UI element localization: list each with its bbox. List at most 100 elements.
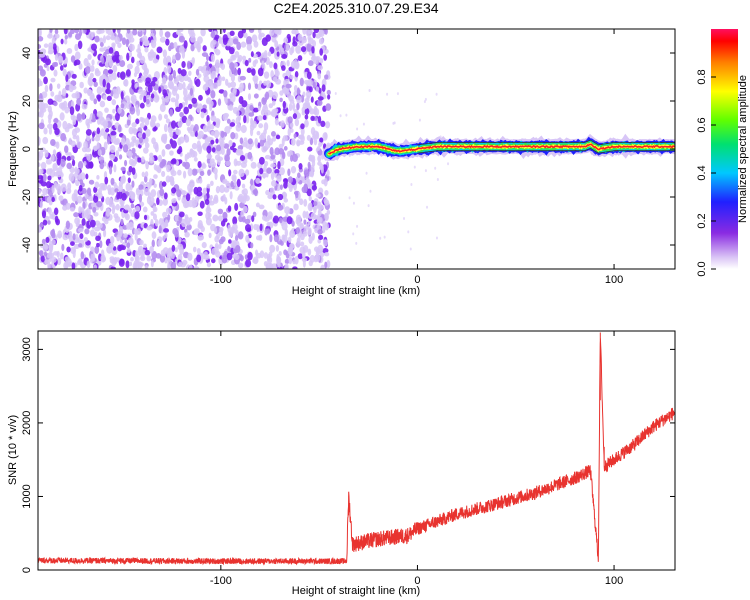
spectrogram-noise-speckle — [111, 99, 117, 106]
spectrogram-noise-speckle — [222, 34, 228, 43]
spectrogram-noise-speckle — [209, 123, 215, 130]
spectrogram-noise-speckle — [315, 253, 321, 262]
spectrogram-noise-speckle — [76, 113, 82, 122]
spectrogram-noise-speckle — [131, 79, 135, 85]
spectrogram-noise-speckle — [90, 43, 98, 51]
spectrogram-noise-speckle — [283, 146, 288, 151]
spectrogram-noise-speckle — [94, 69, 101, 77]
spectrogram-noise-speckle — [91, 136, 95, 142]
spectrogram-noise-speckle — [196, 254, 202, 263]
spectrogram-noise-speckle — [43, 127, 48, 135]
spectrogram-noise-speckle — [302, 231, 308, 237]
spectrogram-noise-speckle — [221, 76, 226, 82]
spectrogram-noise-speckle — [167, 80, 174, 89]
spectrogram-noise-speckle — [322, 132, 328, 141]
colorbar-tick-label: 0.4 — [696, 165, 708, 180]
spectrogram-noise-speckle — [120, 166, 126, 172]
spectrogram-noise-speckle — [68, 84, 74, 93]
colorbar-tick-label: 0.0 — [696, 261, 708, 276]
spectrogram-noise-speckle — [261, 145, 268, 153]
spectrogram-noise-speckle — [148, 178, 153, 186]
spectrogram-noise-speckle — [87, 54, 92, 60]
spectrogram-noise-speckle — [107, 69, 114, 74]
spectrogram-noise-speckle — [292, 266, 298, 269]
spectrogram-noise-speckle — [184, 216, 188, 222]
spectrogram-noise-speckle — [66, 246, 71, 253]
spectrogram-noise-speckle — [211, 258, 216, 264]
spectrogram-x-tick-label: 0 — [414, 274, 420, 286]
spectrogram-noise-speckle — [207, 169, 211, 176]
spectrogram-noise-speckle — [99, 100, 106, 108]
spectrogram-noise-speckle — [114, 188, 119, 193]
spectrogram-noise-speckle — [106, 82, 111, 91]
spectrogram-noise-speckle — [204, 199, 210, 205]
spectrogram-noise-speckle — [317, 73, 322, 80]
spectrogram-noise-speckle — [238, 168, 245, 178]
spectrogram-noise-speckle — [66, 47, 73, 55]
spectrogram-noise-speckle — [263, 252, 269, 259]
spectrogram-noise-speckle — [105, 35, 111, 41]
spectrogram-noise-speckle — [367, 204, 370, 208]
spectrogram-noise-speckle — [184, 134, 189, 143]
spectrogram-noise-speckle — [286, 59, 290, 67]
spectrogram-noise-speckle — [255, 177, 261, 184]
spectrogram-noise-speckle — [318, 142, 323, 148]
spectrogram-noise-speckle — [267, 211, 273, 219]
spectrogram-noise-speckle — [423, 100, 426, 104]
spectrogram-noise-speckle — [273, 29, 280, 35]
spectrogram-noise-speckle — [186, 152, 190, 160]
spectrogram-noise-speckle — [239, 202, 245, 209]
spectrogram-noise-speckle — [191, 57, 195, 64]
spectrogram-x-tick-label: -100 — [210, 274, 232, 286]
spectrogram-noise-speckle — [170, 120, 177, 129]
spectrogram-noise-speckle — [287, 128, 291, 137]
spectrogram-noise-speckle — [42, 219, 48, 226]
spectrogram-noise-speckle — [48, 127, 53, 135]
spectrogram-noise-speckle — [126, 63, 133, 70]
spectrogram-noise-speckle — [218, 36, 223, 44]
spectrogram-noise-speckle — [57, 230, 63, 239]
spectrogram-noise-speckle — [269, 147, 274, 156]
spectrogram-noise-speckle — [152, 58, 159, 64]
spectrogram-noise-speckle — [178, 45, 185, 54]
spectrogram-noise-speckle — [94, 135, 101, 142]
spectrogram-noise-speckle — [107, 75, 113, 83]
spectrogram-noise-speckle — [369, 189, 372, 193]
spectrogram-noise-speckle — [191, 203, 197, 209]
spectrogram-noise-speckle — [166, 65, 172, 74]
spectrogram-noise-speckle — [251, 68, 256, 76]
spectrogram-noise-speckle — [297, 55, 303, 62]
spectrogram-noise-speckle — [43, 251, 47, 257]
spectrogram-noise-speckle — [158, 86, 162, 94]
spectrogram-noise-speckle — [222, 211, 228, 219]
spectrogram-noise-speckle — [163, 192, 168, 200]
spectrogram-noise-speckle — [258, 204, 265, 210]
spectrogram-noise-speckle — [230, 73, 236, 82]
spectrogram-noise-speckle — [175, 30, 181, 36]
spectrogram-noise-speckle — [231, 142, 236, 148]
spectrogram-noise-speckle — [144, 46, 149, 53]
spectrogram-noise-speckle — [237, 30, 244, 39]
spectrogram-noise-speckle — [322, 239, 328, 247]
spectrogram-noise-speckle — [213, 226, 218, 234]
spectrogram-noise-speckle — [308, 195, 312, 202]
spectrogram-noise-speckle — [145, 160, 149, 170]
spectrogram-noise-speckle — [137, 77, 144, 84]
spectrogram-noise-speckle — [235, 110, 240, 117]
spectrogram-noise-speckle — [138, 184, 144, 191]
spectrogram-noise-speckle — [261, 60, 265, 69]
spectrogram-noise-speckle — [181, 190, 187, 195]
spectrogram-noise-speckle — [143, 175, 148, 183]
spectrogram-noise-speckle — [49, 246, 53, 255]
spectrogram-noise-speckle — [315, 193, 321, 198]
spectrogram-noise-speckle — [237, 231, 244, 240]
spectrogram-noise-speckle — [75, 179, 80, 187]
spectrogram-noise-speckle — [300, 134, 305, 143]
spectrogram-noise-speckle — [183, 40, 188, 49]
spectrogram-noise-speckle — [93, 81, 98, 88]
spectrogram-noise-speckle — [149, 119, 156, 128]
spectrogram-noise-speckle — [155, 122, 161, 128]
spectrogram-noise-speckle — [78, 63, 83, 70]
spectrogram-noise-speckle — [120, 137, 126, 146]
spectrogram-noise-speckle — [80, 207, 85, 213]
